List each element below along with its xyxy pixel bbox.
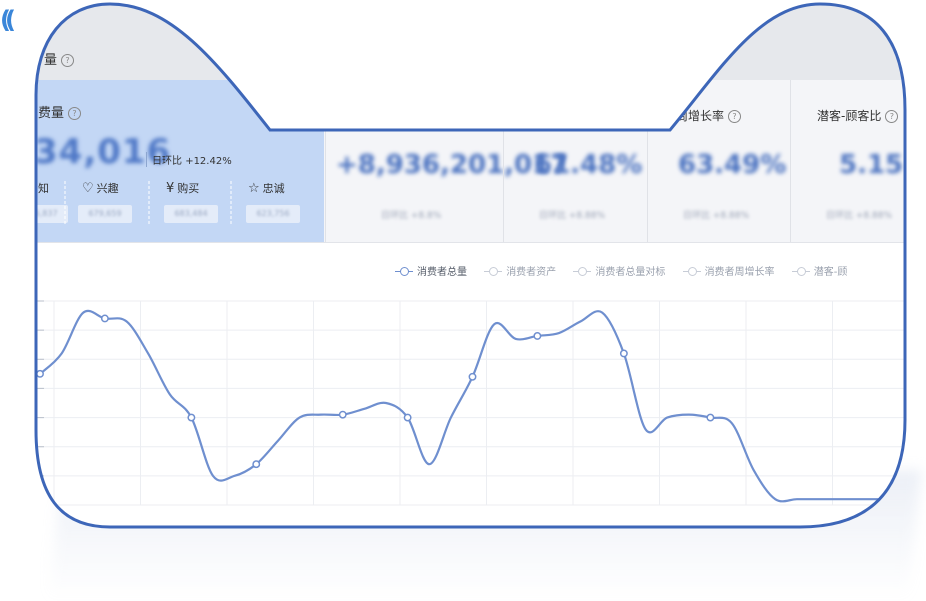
metric-value: 5.15 (839, 150, 904, 180)
metric-value: 63.49% (678, 150, 787, 180)
question-circle-icon[interactable]: ? (68, 107, 81, 120)
star-icon: ☆ (248, 181, 260, 196)
data-point[interactable] (469, 374, 475, 380)
metric-sub: 日环比 +8.88% (539, 211, 605, 221)
sub-metric-aware[interactable]: 知 (38, 182, 49, 195)
metric-card-assets[interactable]: +8,936,201,017 日环比 +8.8% (325, 80, 503, 242)
divider (148, 180, 150, 224)
metric-label: 潜客-顾客比? (817, 107, 898, 124)
metrics-row: 费量? 34,016 日环比 +12.42% 知 376,837 ♡ 兴趣 679… (0, 80, 926, 243)
series-line-total[interactable] (40, 311, 905, 501)
divider (230, 180, 232, 224)
data-point[interactable] (404, 414, 410, 420)
signal-wave-icon: (( (0, 6, 16, 34)
funnel-sub-metrics: 知 376,837 ♡ 兴趣 679,659 ¥ 购买 683,484 ☆ 忠诚 62… (38, 180, 328, 230)
metric-value: 61.48% (534, 150, 643, 180)
sub-metric-loyalty[interactable]: ☆ 忠诚 (248, 181, 285, 196)
divider (64, 180, 66, 224)
data-point[interactable] (534, 333, 540, 339)
sub-metric-value: 623,756 (246, 205, 300, 223)
data-point[interactable] (188, 414, 194, 420)
heart-icon: ♡ (82, 181, 94, 196)
question-circle-icon[interactable]: ? (885, 110, 898, 123)
question-circle-icon[interactable]: ? (61, 54, 74, 67)
metric-card-prospect-ratio[interactable]: 潜客-顾客比? 5.15 日环比 +8.88% (790, 80, 926, 242)
data-point[interactable] (253, 461, 259, 467)
data-point[interactable] (340, 411, 346, 417)
metric-label: 周增长率? (676, 107, 741, 124)
metric-title: 费量? (38, 102, 81, 121)
data-point[interactable] (37, 371, 43, 377)
data-point[interactable] (707, 414, 713, 420)
data-point[interactable] (102, 315, 108, 321)
metric-card-primary[interactable]: 费量? 34,016 日环比 +12.42% 知 376,837 ♡ 兴趣 679… (0, 80, 324, 242)
sub-metric-interest[interactable]: ♡ 兴趣 (82, 181, 119, 196)
sub-metric-value: 376,837 (14, 205, 68, 223)
question-circle-icon[interactable]: ? (728, 110, 741, 123)
day-over-day: 日环比 +12.42% (146, 152, 232, 167)
metric-card-benchmark[interactable]: 61.48% 日环比 +8.88% (503, 80, 647, 242)
section-title: 量? (44, 49, 74, 68)
metric-sub: 日环比 +8.88% (683, 211, 749, 221)
section-header: 量? (0, 0, 926, 80)
metric-sub: 日环比 +8.88% (826, 211, 892, 221)
sub-metric-value: 679,659 (78, 205, 132, 223)
data-point[interactable] (621, 350, 627, 356)
metric-card-weekly-growth[interactable]: 周增长率? 63.49% 日环比 +8.88% (647, 80, 790, 242)
yen-icon: ¥ (166, 181, 175, 196)
sub-metric-value: 683,484 (164, 205, 218, 223)
sub-metric-purchase[interactable]: ¥ 购买 (166, 181, 200, 196)
metric-sub: 日环比 +8.8% (381, 211, 442, 221)
